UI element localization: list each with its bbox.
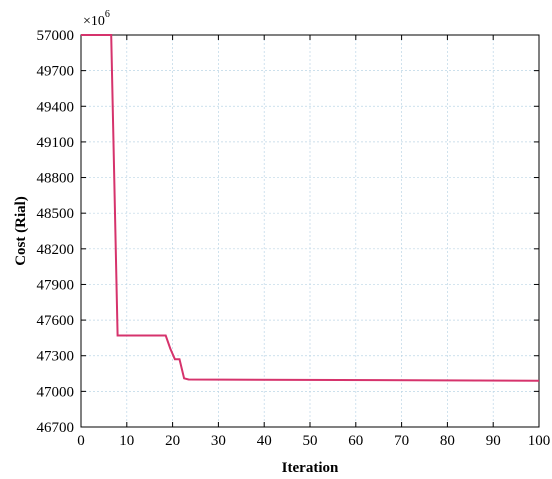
x-tick-label: 30 — [211, 433, 226, 449]
y-tick-label: 48800 — [37, 171, 75, 187]
series-line-cost — [81, 34, 540, 382]
y-axis-title: Cost (Rial) — [13, 196, 29, 266]
axis-ticks — [80, 34, 540, 428]
y-tick-label: 49700 — [37, 64, 75, 80]
y-tick-label: 46700 — [37, 420, 75, 436]
x-tick-label: 60 — [348, 433, 363, 449]
y-axis-tick-labels: 46700 47000 47300 47600 47900 48200 48500 48800… — [37, 28, 75, 436]
x-tick-label: 100 — [528, 433, 551, 449]
y-tick-label: 47000 — [37, 384, 75, 400]
x-tick-label: 0 — [77, 433, 85, 449]
x-tick-label: 50 — [303, 433, 318, 449]
y-tick-label: 57000 — [37, 28, 75, 44]
y-tick-label: 48200 — [37, 242, 75, 258]
x-tick-label: 10 — [119, 433, 134, 449]
y-tick-label: 47600 — [37, 313, 75, 329]
x-axis-tick-labels: 0 10 20 30 40 50 60 70 80 90 100 — [77, 433, 550, 449]
y-tick-label: 49400 — [37, 99, 75, 115]
x-tick-label: 40 — [257, 433, 272, 449]
x-axis-title: Iteration — [282, 460, 339, 476]
y-tick-label: 47900 — [37, 277, 75, 293]
y-tick-label: 48500 — [37, 206, 75, 222]
y-axis-scale-note: ×106 — [83, 9, 110, 29]
y-tick-label: 47300 — [37, 349, 75, 365]
x-tick-label: 20 — [165, 433, 180, 449]
x-tick-label: 70 — [394, 433, 409, 449]
x-tick-label: 90 — [486, 433, 501, 449]
y-tick-label: 49100 — [37, 135, 75, 151]
grid — [81, 35, 539, 427]
x-tick-label: 80 — [440, 433, 455, 449]
